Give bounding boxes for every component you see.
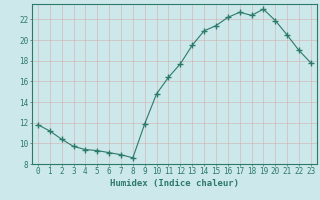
X-axis label: Humidex (Indice chaleur): Humidex (Indice chaleur) <box>110 179 239 188</box>
